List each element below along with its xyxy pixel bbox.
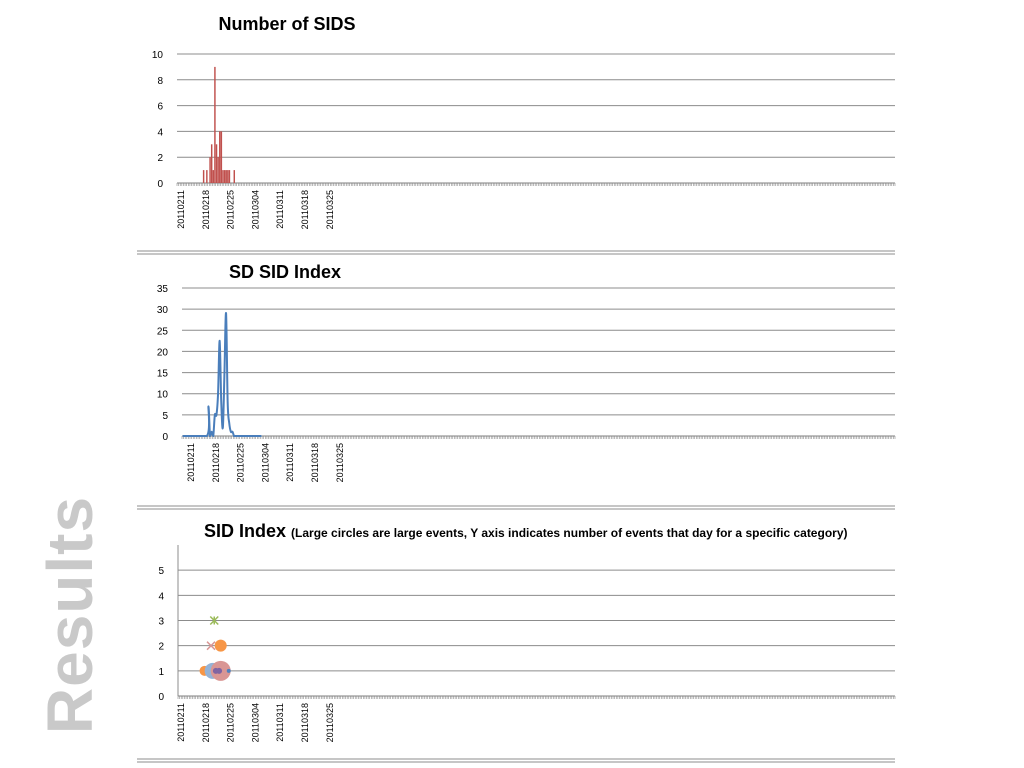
x-date-label: 20110318 <box>300 703 310 742</box>
chart-2: SD SID Index 0 5 10 15 20 25 30 35 20110211 201102… <box>137 262 896 510</box>
bar <box>212 170 215 183</box>
chart-title-main: SID Index <box>204 521 291 541</box>
bar <box>222 170 224 183</box>
y-tick-label: 8 <box>157 76 163 87</box>
data-point <box>209 435 211 437</box>
data-point <box>215 414 217 416</box>
x-date-label: 20110211 <box>176 190 186 229</box>
bar <box>217 157 219 183</box>
x-date-label: 20110311 <box>275 703 285 742</box>
data-point <box>223 372 225 374</box>
data-point <box>225 312 227 314</box>
data-point <box>236 435 238 437</box>
chart-1: Number of SIDS 0 2 4 6 8 10 20110211 20110218 201… <box>137 14 896 255</box>
data-point <box>231 431 233 433</box>
y-tick-label: 3 <box>158 617 164 628</box>
y-tick-label: 6 <box>157 102 163 113</box>
data-point <box>182 435 184 437</box>
x-date-label: 20110218 <box>211 443 221 482</box>
bar <box>202 170 205 183</box>
x-date-label: 20110318 <box>300 190 310 229</box>
y-tick-label: 10 <box>152 50 164 61</box>
y-tick-label: 2 <box>158 642 164 653</box>
bar <box>209 157 211 183</box>
x-date-label: 20110225 <box>226 190 236 229</box>
x-date-label: 20110304 <box>250 190 260 229</box>
data-point <box>235 435 237 437</box>
data-point <box>260 435 262 437</box>
data-point <box>228 422 230 424</box>
data-point <box>217 393 219 395</box>
scatter-point <box>216 667 223 674</box>
x-date-label: 20110304 <box>250 703 260 742</box>
bar <box>219 131 221 183</box>
scatter-point-x <box>206 641 216 651</box>
bar <box>227 170 229 183</box>
y-tick-label: 1 <box>158 667 164 678</box>
x-date-label: 20110311 <box>275 190 285 229</box>
scatter-point-star <box>209 615 219 626</box>
y-tick-label: 0 <box>157 179 163 190</box>
x-date-label: 20110325 <box>325 190 335 229</box>
bar <box>215 144 218 183</box>
bar <box>233 170 236 183</box>
x-date-label: 20110225 <box>226 703 236 742</box>
data-point <box>220 401 222 403</box>
bar <box>210 144 213 183</box>
y-tick-label: 2 <box>157 153 163 164</box>
bar <box>228 170 231 183</box>
data-point <box>207 405 209 407</box>
chart-title: Number of SIDS <box>218 14 355 34</box>
y-tick-label: 30 <box>157 305 169 316</box>
y-tick-label: 4 <box>157 127 163 138</box>
chart-subtitle: (Large circles are large events, Y axis … <box>291 526 847 540</box>
scatter-point <box>226 668 231 673</box>
y-tick-label: 25 <box>157 326 169 337</box>
bar <box>225 170 227 183</box>
x-date-label: 20110211 <box>186 443 196 482</box>
x-date-label: 20110325 <box>325 703 335 742</box>
y-tick-label: 0 <box>162 432 168 443</box>
chart-title: SD SID Index <box>229 262 341 282</box>
y-tick-label: 35 <box>157 284 169 295</box>
data-point <box>214 414 216 416</box>
data-point <box>219 340 221 342</box>
chart-title: SID Index (Large circles are large event… <box>204 521 847 541</box>
series-line <box>182 312 262 438</box>
y-tick-label: 4 <box>158 591 164 602</box>
y-tick-label: 20 <box>157 347 169 358</box>
data-point <box>211 431 213 433</box>
y-tick-label: 5 <box>158 566 164 577</box>
data-point <box>227 401 229 403</box>
y-tick-label: 0 <box>158 692 164 703</box>
x-date-label: 20110304 <box>260 443 270 482</box>
bar <box>206 170 208 183</box>
data-point <box>212 435 214 437</box>
y-tick-label: 15 <box>157 369 169 380</box>
x-date-label: 20110325 <box>335 443 345 482</box>
y-tick-label: 10 <box>157 390 169 401</box>
bar <box>223 170 226 183</box>
x-date-label: 20110225 <box>236 443 246 482</box>
data-point <box>233 435 235 437</box>
x-date-label: 20110218 <box>201 703 211 742</box>
x-date-label: 20110311 <box>285 443 295 482</box>
x-date-label: 20110211 <box>176 703 186 742</box>
x-date-label: 20110318 <box>310 443 320 482</box>
data-point <box>230 431 232 433</box>
x-date-label: 20110218 <box>201 190 211 229</box>
y-tick-label: 5 <box>162 411 168 422</box>
data-point <box>222 427 224 429</box>
bar <box>220 131 223 183</box>
data-point <box>206 435 208 437</box>
chart-3: SID Index (Large circles are large event… <box>137 521 896 763</box>
bar <box>214 66 216 183</box>
scatter-point <box>214 639 227 652</box>
